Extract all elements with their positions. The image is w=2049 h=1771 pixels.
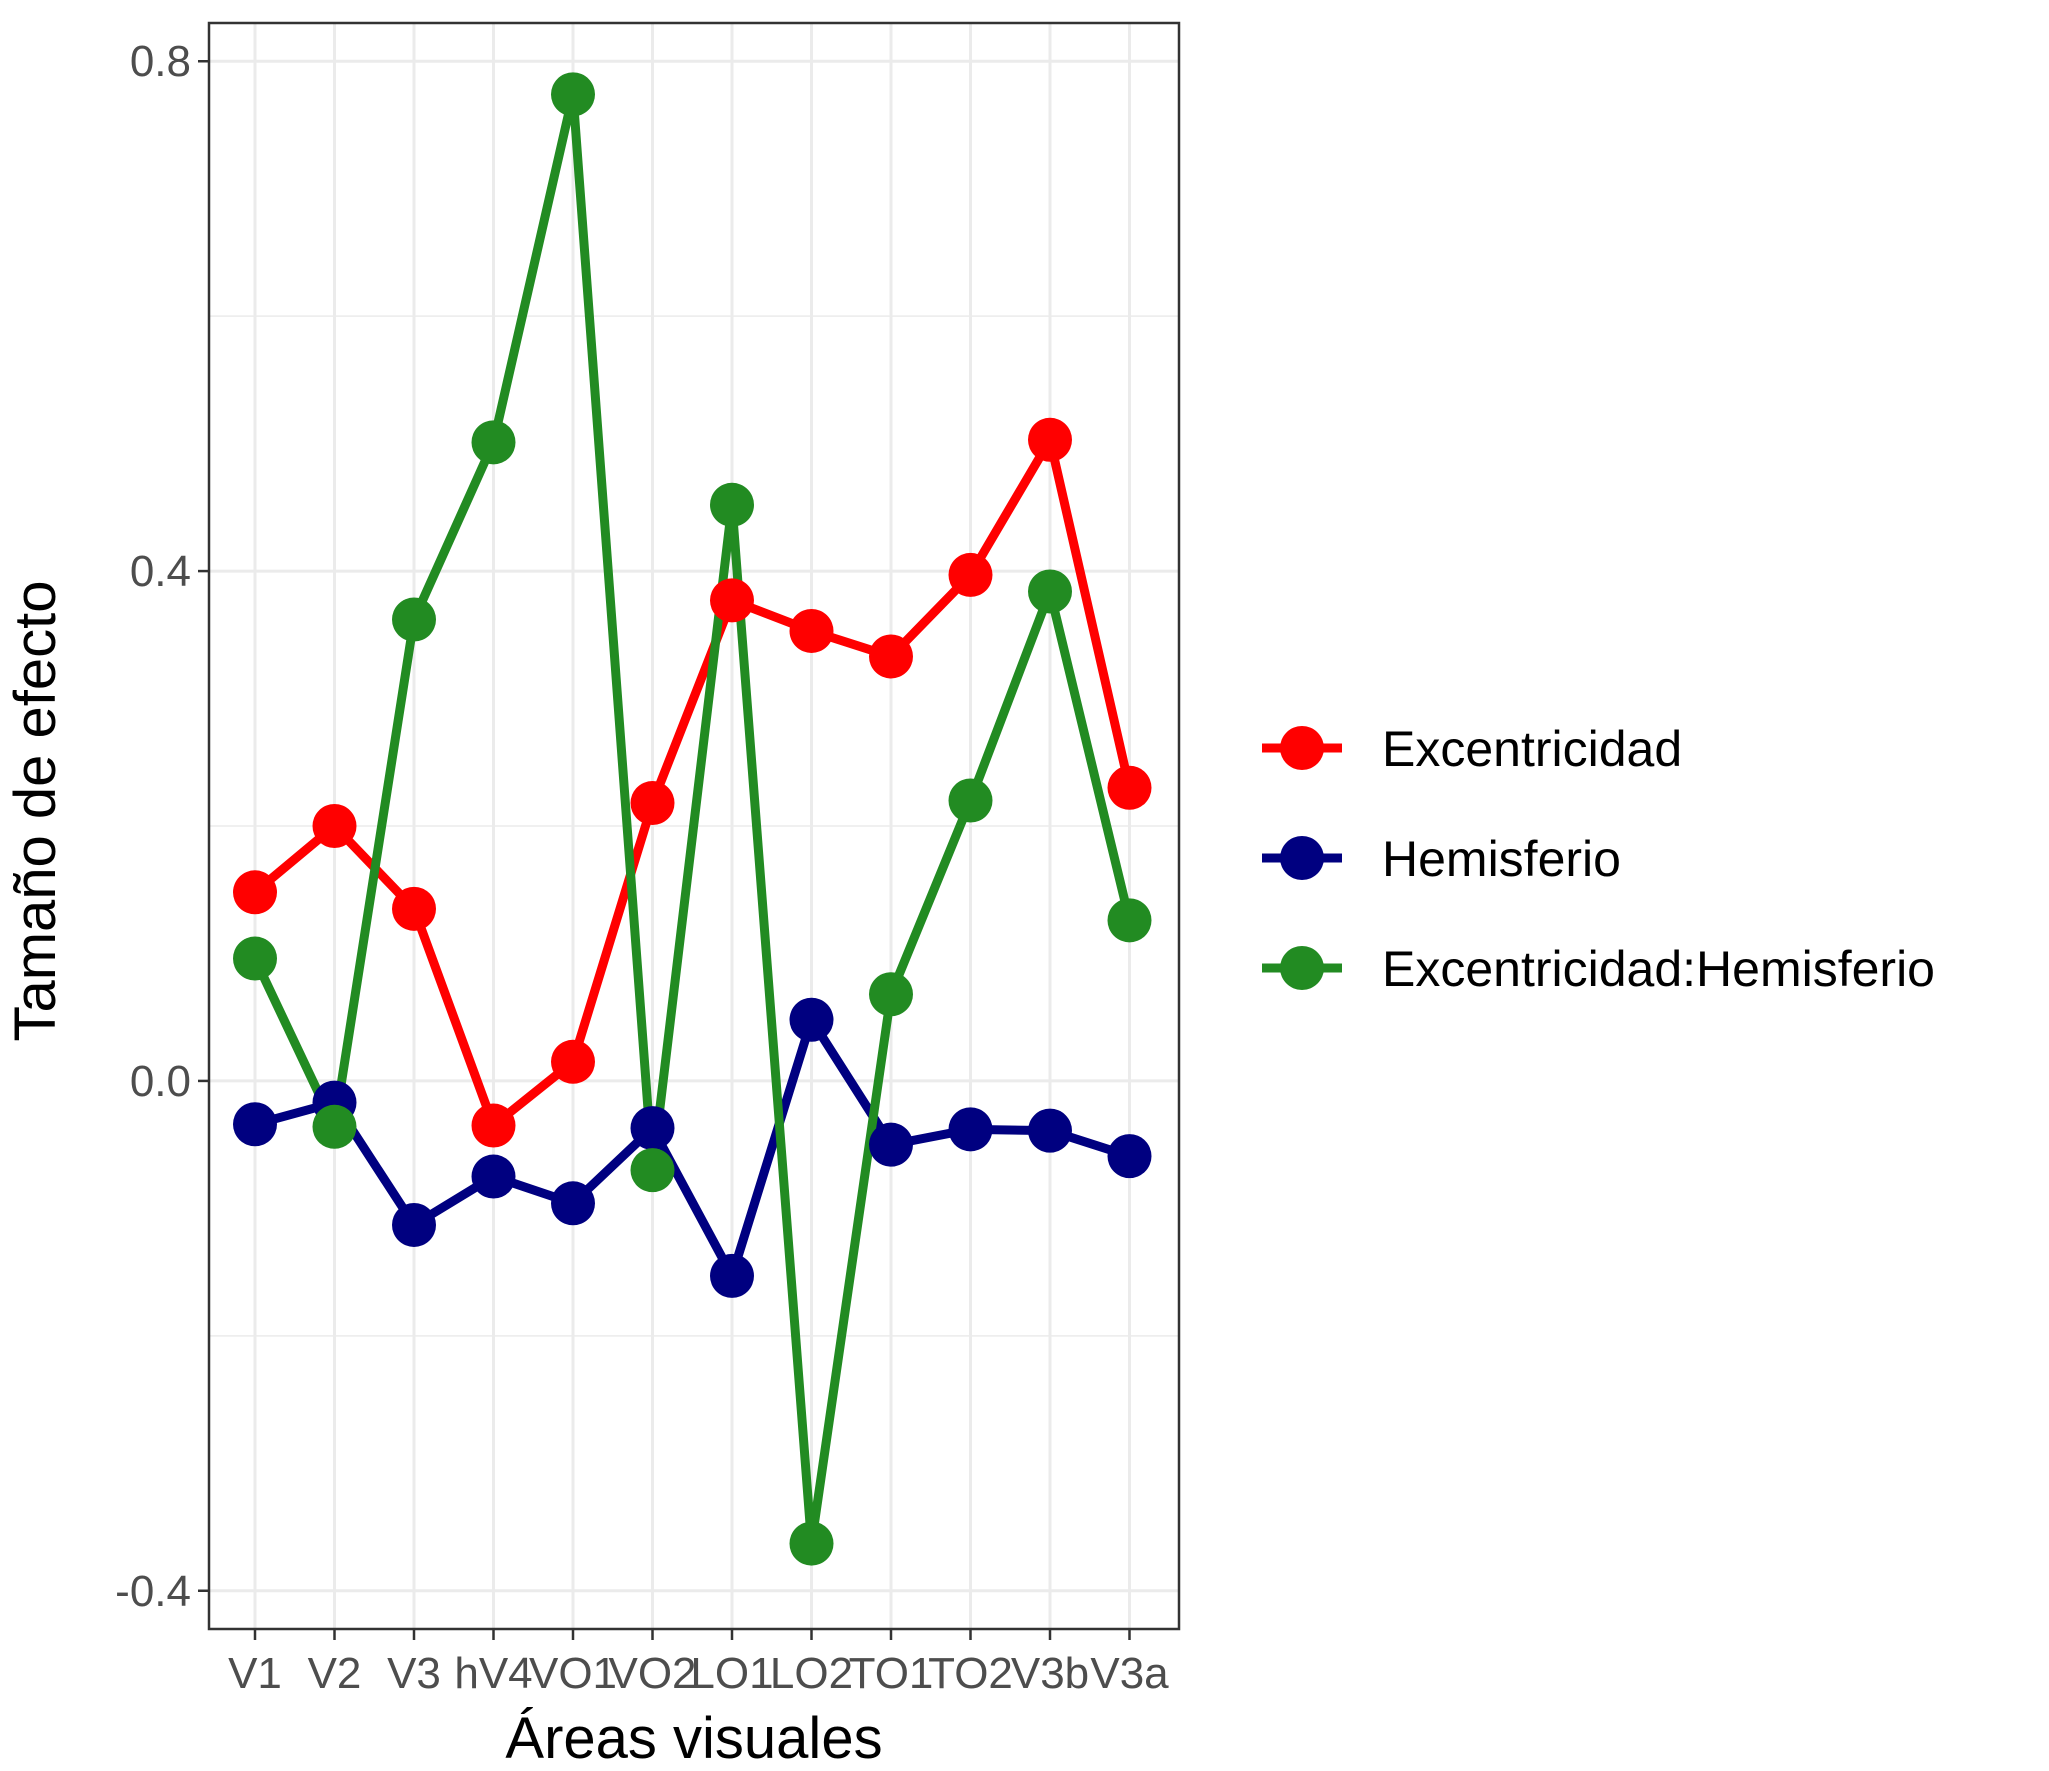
legend-item: Excentricidad:Hemisferio [1262,941,1935,997]
series-2-point [551,72,595,117]
legend-key-point [1280,726,1324,770]
series-0-point [789,608,834,653]
series-0-point [710,578,754,623]
panel-border [207,21,1181,1631]
x-axis-title: Áreas visuales [505,1706,882,1771]
legend-key-point [1280,946,1324,990]
series-0-point [948,552,993,597]
legend-key-point [1280,836,1324,880]
series-points [233,72,1152,1566]
legend-item: Hemisferio [1262,831,1621,887]
x-tick-label: V2 [308,1649,362,1698]
series-2-point [869,972,913,1017]
series-0-point [392,886,436,931]
x-tick-label: V1 [228,1649,282,1698]
series-0-point [471,1103,516,1148]
x-tick-label: TO2 [928,1649,1013,1698]
legend-item: Excentricidad [1262,721,1682,777]
series-2-point [948,778,993,823]
series-1-point [471,1154,516,1199]
x-tick-label: LO2 [770,1649,853,1698]
series-2-point [630,1148,675,1193]
legend-label: Excentricidad [1382,721,1682,777]
series-2-point [471,420,516,465]
series-1-point [869,1122,913,1167]
series-2-point [1107,898,1152,943]
series-0-point [233,870,277,915]
series-2-point [312,1104,357,1149]
series-1-point [392,1202,436,1247]
y-axis-title: Tamaño de efecto [3,580,68,1041]
series-0-point [1107,765,1152,810]
series-2-point [392,597,436,642]
x-tick-label: V3b [1011,1649,1089,1698]
series-1-point [1028,1108,1072,1153]
axis-ticks [198,59,1131,1640]
series-1-point [233,1102,277,1147]
x-tick-label: VO2 [608,1649,696,1698]
series-1-point [1107,1134,1152,1179]
x-tick-label: V3a [1090,1649,1169,1698]
x-tick-label: VO1 [529,1649,617,1698]
series-0-point [551,1039,595,1084]
y-tick-label: 0.8 [130,37,191,86]
legend: Excentricidad Hemisferio Excentricidad:Hem… [1262,721,1935,997]
series-0-point [312,804,357,848]
x-tick-label: LO1 [690,1649,773,1698]
y-tick-label: 0.0 [130,1057,191,1106]
series-0-point [1028,417,1072,462]
series-2-point [233,936,277,981]
legend-label: Excentricidad:Hemisferio [1382,941,1935,997]
legend-label: Hemisferio [1382,831,1621,887]
series-1-point [948,1107,993,1152]
series-2-point [789,1521,834,1566]
x-tick-label: hV4 [454,1649,532,1698]
series-2-point [1028,569,1072,614]
series-0-point [630,781,675,826]
x-tick-label: V3 [387,1649,441,1698]
series-2-point [710,482,754,527]
series-1-point [710,1253,754,1298]
x-tick-label: TO1 [849,1649,934,1698]
series-line-2 [250,89,1134,1549]
y-tick-labels: -0.4 0.0 0.4 0.8 [115,37,191,1616]
series-1-point [551,1181,595,1226]
y-tick-label: 0.4 [130,547,191,596]
y-tick-label: -0.4 [115,1567,191,1616]
series-1-point [789,997,834,1042]
series-1-point [630,1106,675,1151]
grid-lines [209,23,1179,1629]
series-0-point [869,634,913,679]
